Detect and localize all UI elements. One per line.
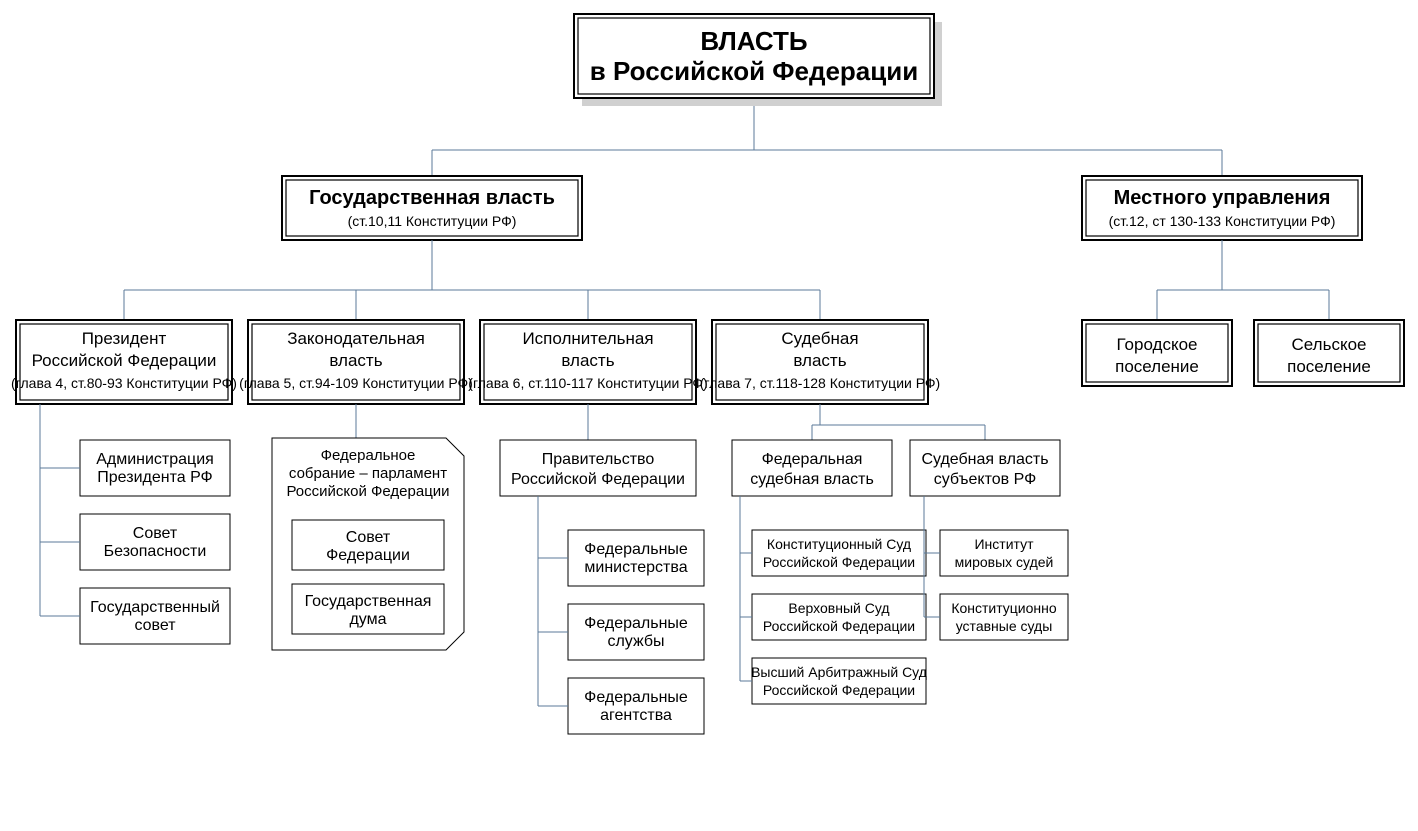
svg-text:(глава 4, ст.80-93 Конституции: (глава 4, ст.80-93 Конституции РФ) <box>11 375 237 391</box>
svg-text:Сельское: Сельское <box>1292 335 1367 354</box>
svg-text:совет: совет <box>134 617 176 634</box>
svg-text:дума: дума <box>349 611 386 628</box>
svg-text:в Российской Федерации: в Российской Федерации <box>590 56 918 86</box>
svg-text:агентства: агентства <box>600 707 672 724</box>
svg-text:Государственная власть: Государственная власть <box>309 187 555 209</box>
svg-text:Государственная: Государственная <box>305 593 432 610</box>
svg-text:Совет: Совет <box>133 525 178 542</box>
svg-text:Российской Федерации: Российской Федерации <box>32 351 217 370</box>
svg-text:Городское: Городское <box>1116 335 1197 354</box>
svg-text:(глава 7, ст.118-128 Конституц: (глава 7, ст.118-128 Конституции РФ) <box>700 375 940 391</box>
svg-text:субъектов РФ: субъектов РФ <box>934 471 1037 488</box>
svg-text:власть: власть <box>561 351 614 370</box>
svg-text:Федеральное: Федеральное <box>321 447 416 464</box>
svg-text:(ст.12, ст 130-133 Конституции: (ст.12, ст 130-133 Конституции РФ) <box>1109 213 1336 229</box>
svg-text:Российской Федерации: Российской Федерации <box>763 618 915 634</box>
svg-text:Федерации: Федерации <box>326 547 410 564</box>
svg-text:Судебная власть: Судебная власть <box>921 451 1048 468</box>
org-chart: ВЛАСТЬв Российской Федерации Государствен… <box>0 0 1418 831</box>
svg-text:Администрация: Администрация <box>96 451 214 468</box>
svg-text:(глава 5, ст.94-109 Конституци: (глава 5, ст.94-109 Конституции РФ) <box>239 375 473 391</box>
svg-text:(глава 6, ст.110-117 Конституц: (глава 6, ст.110-117 Конституции РФ) <box>468 375 707 391</box>
svg-text:поселение: поселение <box>1287 357 1371 376</box>
svg-text:Высший Арбитражный Суд: Высший Арбитражный Суд <box>751 664 927 680</box>
svg-text:Российской Федерации: Российской Федерации <box>763 682 915 698</box>
svg-text:Президент: Президент <box>82 329 167 348</box>
svg-text:Судебная: Судебная <box>781 329 858 348</box>
svg-text:Российской Федерации: Российской Федерации <box>286 483 449 500</box>
svg-text:Президента РФ: Президента РФ <box>97 469 212 486</box>
svg-text:Федеральные: Федеральные <box>584 541 688 558</box>
svg-text:Верховный Суд: Верховный Суд <box>788 600 889 616</box>
svg-text:Местного управления: Местного управления <box>1114 187 1331 209</box>
svg-text:поселение: поселение <box>1115 357 1199 376</box>
svg-text:Совет: Совет <box>346 529 391 546</box>
svg-text:мировых судей: мировых судей <box>955 554 1054 570</box>
svg-text:Федеральные: Федеральные <box>584 615 688 632</box>
svg-text:Конституционно: Конституционно <box>951 600 1057 616</box>
svg-text:Российской Федерации: Российской Федерации <box>511 471 685 488</box>
svg-text:ВЛАСТЬ: ВЛАСТЬ <box>700 26 807 56</box>
svg-text:Российской Федерации: Российской Федерации <box>763 554 915 570</box>
svg-text:власть: власть <box>329 351 382 370</box>
svg-text:службы: службы <box>607 633 664 650</box>
svg-text:Федеральные: Федеральные <box>584 689 688 706</box>
svg-text:министерства: министерства <box>584 559 687 576</box>
svg-text:судебная власть: судебная власть <box>750 471 874 488</box>
svg-text:Государственный: Государственный <box>90 599 220 616</box>
svg-text:собрание – парламент: собрание – парламент <box>289 465 447 482</box>
svg-text:Исполнительная: Исполнительная <box>522 329 653 348</box>
svg-text:уставные суды: уставные суды <box>956 618 1053 634</box>
svg-text:власть: власть <box>793 351 846 370</box>
svg-text:Правительство: Правительство <box>542 451 655 468</box>
svg-text:Конституционный Суд: Конституционный Суд <box>767 536 911 552</box>
svg-text:Безопасности: Безопасности <box>104 543 207 560</box>
svg-text:(ст.10,11 Конституции РФ): (ст.10,11 Конституции РФ) <box>348 213 517 229</box>
svg-text:Федеральная: Федеральная <box>762 451 863 468</box>
svg-text:Институт: Институт <box>974 536 1034 552</box>
svg-text:Законодательная: Законодательная <box>287 329 425 348</box>
